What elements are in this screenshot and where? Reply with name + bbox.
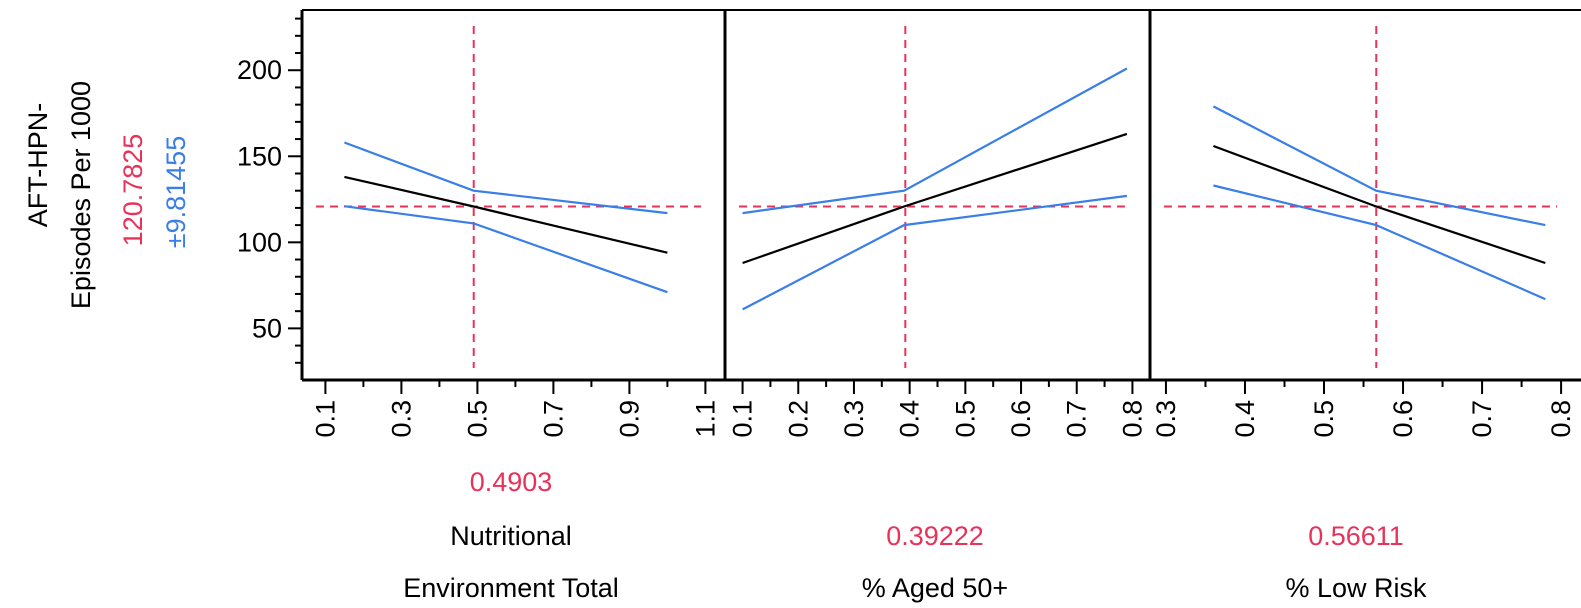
x-tick-label: 0.5 xyxy=(462,400,492,438)
y-axis-title-line-1: AFT-HPN- xyxy=(23,103,53,228)
factor-2-upper-confidence-line xyxy=(742,67,1128,215)
factor-1-label-line-2: Environment Total xyxy=(403,573,619,603)
factor-1-prediction-line xyxy=(344,175,668,254)
response-confidence-interval: ±9.81455 xyxy=(161,136,191,248)
x-tick-label: 0.8 xyxy=(1546,400,1576,438)
marks-layer xyxy=(316,26,1557,368)
factor-3-lower-confidence-line xyxy=(1213,184,1546,301)
x-tick-label: 1.1 xyxy=(690,400,720,438)
factor-3-prediction-line xyxy=(1213,144,1546,265)
factor-2-current-value: 0.39222 xyxy=(886,521,984,551)
x-tick-label: 0.5 xyxy=(1309,400,1339,438)
x-tick-label: 0.2 xyxy=(783,400,813,438)
y-tick-label: 200 xyxy=(237,55,282,85)
x-tick-label: 0.3 xyxy=(386,400,416,438)
x-tick-label: 0.1 xyxy=(728,400,758,438)
factor-1-current-value: 0.4903 xyxy=(470,467,553,497)
factor-3-label: % Low Risk xyxy=(1285,573,1427,603)
factor-labels: 0.4903 Nutritional Environment Total 0.3… xyxy=(403,467,1427,603)
x-tick-label: 0.4 xyxy=(895,400,925,438)
factor-2-prediction-line xyxy=(742,132,1128,265)
factor-2-label: % Aged 50+ xyxy=(862,573,1008,603)
x-tick-label: 0.6 xyxy=(1006,400,1036,438)
factor-3-upper-confidence-line xyxy=(1212,105,1546,227)
y-tick-label: 50 xyxy=(252,313,282,343)
x-tick-label: 0.8 xyxy=(1117,400,1147,438)
factor-2-lower-confidence-line xyxy=(742,194,1128,311)
x-tick-label: 0.1 xyxy=(310,400,340,438)
factor-1-label-line-1: Nutritional xyxy=(450,521,572,551)
response-current-value: 120.7825 xyxy=(118,134,148,247)
x-tick-label: 0.3 xyxy=(1151,400,1181,438)
x-tick-label: 0.9 xyxy=(614,400,644,438)
x-tick-label: 0.7 xyxy=(1467,400,1497,438)
x-tick-label: 0.4 xyxy=(1230,400,1260,438)
x-tick-label: 0.7 xyxy=(538,400,568,438)
y-axis-title-group: AFT-HPN- Episodes Per 1000 120.7825 ±9.8… xyxy=(23,81,191,309)
x-tick-label: 0.7 xyxy=(1062,400,1092,438)
x-tick-label: 0.5 xyxy=(950,400,980,438)
x-tick-label: 0.3 xyxy=(839,400,869,438)
factor-1-lower-confidence-line xyxy=(344,205,668,294)
y-axis-title-line-2: Episodes Per 1000 xyxy=(66,81,96,309)
factor-1-upper-confidence-line xyxy=(344,141,668,215)
y-tick-label: 150 xyxy=(237,141,282,171)
y-tick-label: 100 xyxy=(237,227,282,257)
factor-3-current-value: 0.56611 xyxy=(1308,521,1404,551)
x-tick-label: 0.6 xyxy=(1388,400,1418,438)
